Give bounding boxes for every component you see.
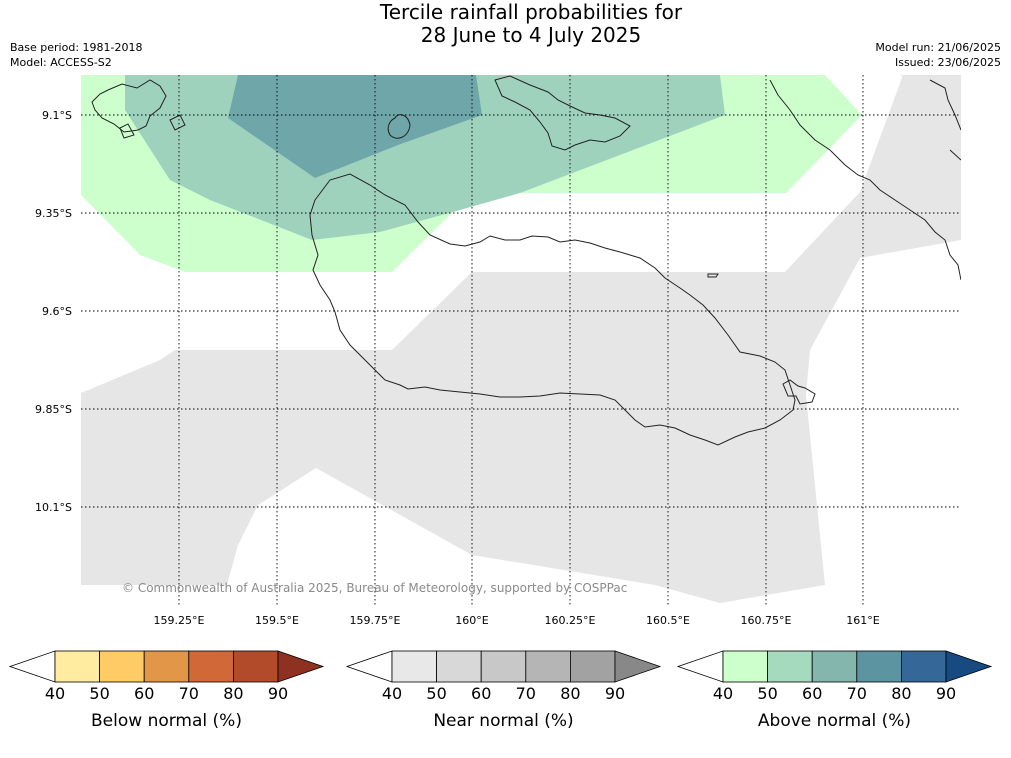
colorbar-tick-label: 60: [471, 684, 491, 703]
colorbar-extend-high: [277, 650, 325, 683]
colorbar-segment: [480, 650, 527, 683]
east-coast-fragment: [929, 79, 961, 161]
guadalcanal-coastline: [309, 173, 796, 446]
colorbar-tick-label: 60: [134, 684, 154, 703]
model-label: Model: ACCESS-S2: [10, 56, 112, 69]
colorbar-label: Near normal (%): [433, 711, 573, 731]
colorbar-near-normal: 40 50 60 70 80 90 Near normal (%): [345, 650, 662, 731]
colorbar-above-normal: 40 50 60 70 80 90 Above normal (%): [676, 650, 993, 731]
lon-label: 160.25°E: [545, 614, 596, 627]
lon-label: 160.5°E: [646, 614, 690, 627]
colorbar-segment: [722, 650, 768, 683]
colorbar-tick-label: 90: [605, 684, 625, 703]
colorbar-segment: [54, 650, 100, 683]
colorbar-below-normal: 40 50 60 70 80 90 Below normal (%): [8, 650, 325, 731]
lon-label: 160°E: [455, 614, 488, 627]
colorbar-tick-label: 40: [382, 684, 402, 703]
lon-label: 159.75°E: [350, 614, 401, 627]
colorbar-segment: [767, 650, 813, 683]
lat-label: 9.6°S: [42, 305, 72, 318]
lat-label: 9.85°S: [35, 403, 72, 416]
colorbar-extend-low: [676, 650, 724, 683]
colorbar-tick-label: 80: [891, 684, 911, 703]
colorbar-segment: [901, 650, 947, 683]
colorbar-tick-label: 70: [516, 684, 536, 703]
lat-label: 9.35°S: [35, 207, 72, 220]
map-panel: © Commonwealth of Australia 2025, Bureau…: [35, 75, 961, 627]
colorbar-segment: [570, 650, 616, 683]
colorbar-tick-label: 50: [426, 684, 446, 703]
issued-label: Issued: 23/06/2025: [895, 56, 1001, 69]
lon-label: 160.75°E: [741, 614, 792, 627]
lon-label: 159.5°E: [255, 614, 299, 627]
colorbar-segment: [99, 650, 145, 683]
colorbar-tick-label: 90: [268, 684, 288, 703]
coastlines: [91, 75, 961, 446]
colorbar-label: Above normal (%): [758, 711, 911, 731]
longitude-labels: 159.25°E 159.5°E 159.75°E 160°E 160.25°E…: [154, 614, 880, 627]
colorbar-tick-label: 90: [936, 684, 956, 703]
colorbar-extend-high: [945, 650, 993, 683]
colorbar-segment: [232, 650, 279, 683]
colorbar-segment: [856, 650, 902, 683]
colorbar-extend-high: [614, 650, 662, 683]
title-line-1: Tercile rainfall probabilities for: [379, 0, 683, 24]
lat-label: 9.1°S: [42, 109, 72, 122]
above-normal-high-region: [228, 75, 482, 178]
makira-north-coastline: [769, 79, 961, 281]
graticule: [81, 75, 961, 605]
copyright-notice: © Commonwealth of Australia 2025, Bureau…: [122, 581, 627, 595]
model-run-label: Model run: 21/06/2025: [875, 41, 1001, 54]
colorbar-tick-label: 60: [802, 684, 822, 703]
colorbar-tick-label: 70: [847, 684, 867, 703]
lat-label: 10.1°S: [35, 501, 72, 514]
lon-label: 159.25°E: [154, 614, 205, 627]
near-normal-region-northeast: [900, 75, 961, 115]
malaita-west-coastline: [494, 75, 631, 151]
base-period-label: Base period: 1981-2018: [10, 41, 142, 54]
colorbar-tick-label: 50: [757, 684, 777, 703]
colorbar-segment: [143, 650, 190, 683]
colorbar-extend-low: [345, 650, 393, 683]
colorbar-tick-label: 40: [713, 684, 733, 703]
colorbar-tick-label: 70: [179, 684, 199, 703]
colorbar-tick-label: 80: [223, 684, 243, 703]
colorbar-segment: [811, 650, 858, 683]
savo-northwest-coastline: [91, 79, 186, 139]
colorbar-segment: [391, 650, 437, 683]
colorbar-segment: [188, 650, 234, 683]
colorbar-extend-low: [8, 650, 56, 683]
latitude-labels: 9.1°S 9.35°S 9.6°S 9.85°S 10.1°S: [35, 109, 72, 514]
colorbar-segment: [436, 650, 482, 683]
colorbar-tick-label: 50: [89, 684, 109, 703]
colorbar-tick-label: 80: [560, 684, 580, 703]
colorbar-tick-label: 40: [45, 684, 65, 703]
title-line-2: 28 June to 4 July 2025: [421, 23, 641, 47]
colorbar-segment: [525, 650, 571, 683]
lon-label: 161°E: [846, 614, 879, 627]
florida-islands-coastline: [387, 114, 411, 139]
colorbar-label: Below normal (%): [91, 711, 242, 731]
east-tip-islands: [707, 273, 816, 405]
near-normal-region: [81, 75, 961, 603]
